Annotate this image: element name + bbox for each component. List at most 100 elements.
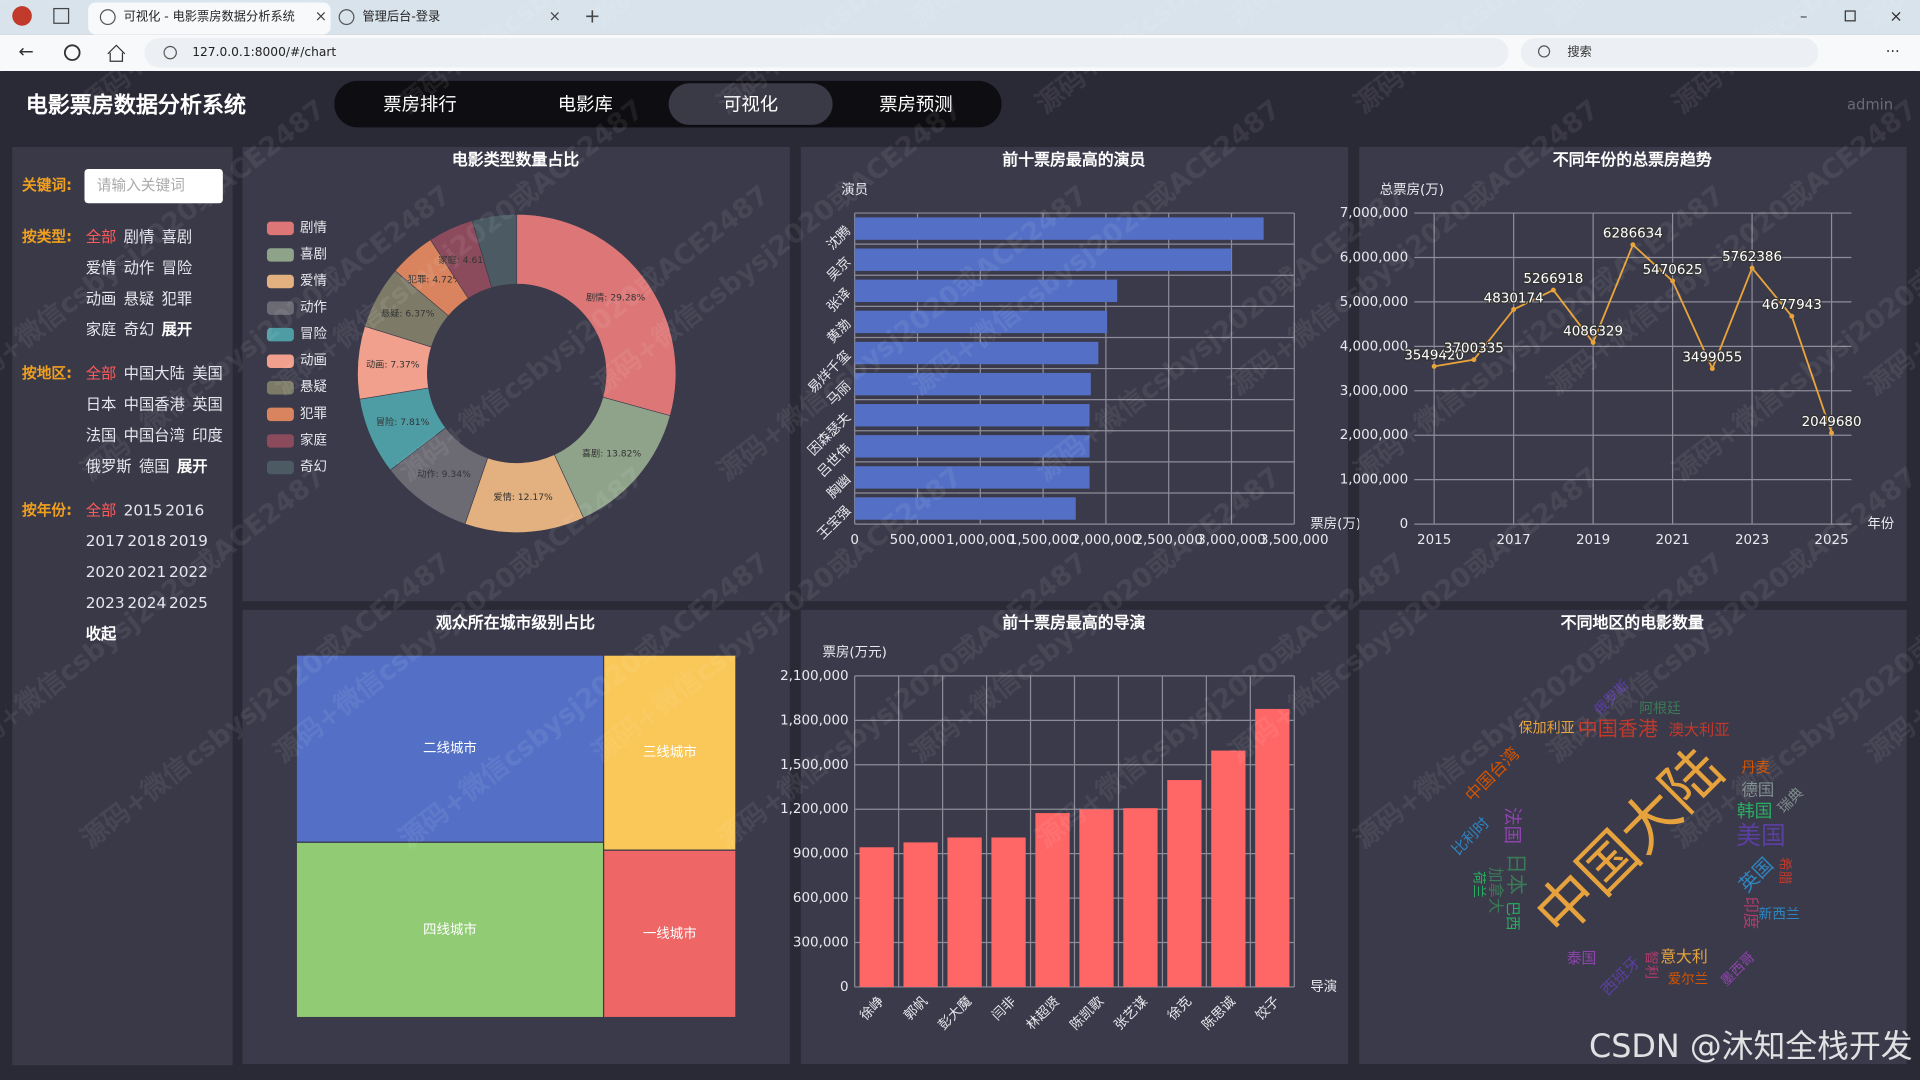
bar	[859, 847, 894, 987]
filter-option[interactable]: 悬疑	[124, 290, 155, 308]
reload[interactable]	[63, 44, 81, 61]
address-bar[interactable]	[144, 37, 1509, 68]
word[interactable]: 韩国	[1737, 801, 1773, 822]
word[interactable]: 希腊	[1777, 857, 1793, 885]
filter-option[interactable]: 动画	[86, 290, 117, 308]
filter-option[interactable]: 奇幻	[124, 321, 155, 339]
keyword-input[interactable]	[84, 168, 223, 204]
filter-toggle[interactable]: 收起	[86, 625, 117, 643]
legend-label[interactable]: 犯罪	[300, 406, 327, 422]
tab-active[interactable]	[88, 2, 331, 35]
filter-option[interactable]: 俄罗斯	[86, 457, 132, 475]
search-box[interactable]	[1520, 37, 1819, 68]
word[interactable]: 日本	[1504, 853, 1528, 895]
legend-label[interactable]: 动画	[300, 353, 327, 369]
nav-item[interactable]: 电影库	[558, 94, 613, 115]
filter-option[interactable]: 犯罪	[162, 290, 193, 308]
nav	[334, 80, 1002, 128]
back[interactable]: ←	[18, 42, 33, 63]
filter-toggle[interactable]: 展开	[177, 457, 208, 475]
legend-label[interactable]: 动作	[300, 299, 327, 315]
filter-option[interactable]: 美国	[192, 365, 223, 383]
word[interactable]: 德国	[1741, 781, 1774, 800]
filter-option[interactable]: 2019	[169, 532, 208, 550]
word[interactable]: 澳大利亚	[1668, 721, 1729, 739]
filter-option[interactable]: 冒险	[162, 259, 193, 277]
menu[interactable]: ···	[1886, 44, 1900, 61]
word[interactable]: 爱尔兰	[1668, 971, 1708, 987]
filter-option[interactable]: 家庭	[86, 321, 117, 339]
workspace-icon[interactable]	[53, 7, 70, 24]
bar	[1167, 780, 1202, 987]
home[interactable]	[107, 44, 126, 62]
filter-option[interactable]: 2024	[127, 594, 166, 612]
filter-option[interactable]: 2020	[86, 563, 125, 581]
filter-toggle[interactable]: 展开	[162, 321, 193, 339]
filter-option[interactable]: 爱情	[86, 259, 117, 277]
filter-option[interactable]: 2017	[86, 532, 125, 550]
filter-option[interactable]: 全部	[86, 501, 117, 519]
filter-option[interactable]: 全部	[86, 365, 117, 383]
legend-label[interactable]: 奇幻	[300, 458, 327, 475]
filter-option[interactable]: 2025	[169, 594, 208, 612]
tab-close[interactable]: ×	[549, 8, 561, 25]
bar	[854, 435, 1090, 458]
word[interactable]: 新西兰	[1758, 907, 1799, 923]
minimize[interactable]: –	[1800, 8, 1807, 25]
filter-option[interactable]: 2018	[127, 532, 166, 550]
new-tab[interactable]: +	[584, 5, 600, 28]
filter-option[interactable]: 中国台湾	[124, 426, 185, 444]
filter-option[interactable]: 2023	[86, 594, 125, 612]
legend-label[interactable]: 家庭	[300, 431, 327, 448]
legend-label[interactable]: 悬疑	[300, 379, 327, 395]
filter-option[interactable]: 2016	[165, 501, 204, 519]
nav-item[interactable]: 票房排行	[383, 94, 456, 115]
word[interactable]: 印度	[1742, 897, 1761, 929]
legend-label[interactable]: 剧情	[300, 220, 327, 236]
nav-item[interactable]: 可视化	[723, 94, 778, 115]
filter-option[interactable]: 德国	[139, 457, 170, 475]
filter-option[interactable]: 剧情	[124, 228, 155, 246]
word[interactable]: 美国	[1736, 821, 1786, 850]
filter-option[interactable]: 喜剧	[162, 228, 193, 246]
tab-close[interactable]: ×	[315, 8, 327, 25]
close[interactable]: ×	[1889, 7, 1902, 26]
tab-icon	[338, 9, 355, 26]
word[interactable]: 荷兰	[1470, 871, 1486, 898]
word[interactable]: 保加利亚	[1518, 721, 1574, 737]
y-axis-name: 票房(万元)	[823, 645, 887, 661]
word[interactable]: 中国香港	[1578, 716, 1658, 740]
nav-item[interactable]: 票房预测	[879, 94, 952, 115]
filter-option[interactable]: 日本	[86, 396, 117, 414]
filter-option[interactable]: 全部	[86, 228, 117, 246]
word[interactable]: 巴西	[1504, 901, 1521, 930]
filter-option[interactable]: 法国	[86, 426, 117, 444]
slice-label: 剧情: 29.28%	[586, 292, 646, 304]
data-label: 4677943	[1762, 298, 1822, 313]
filter-option[interactable]: 2021	[127, 563, 166, 581]
word[interactable]: 法国	[1501, 807, 1522, 844]
word[interactable]: 丹麦	[1741, 760, 1771, 777]
filter-option[interactable]: 2022	[169, 563, 208, 581]
profile-icon[interactable]	[12, 6, 32, 26]
tab-title[interactable]: 管理后台-登录	[362, 9, 440, 24]
point	[1709, 366, 1715, 372]
user[interactable]: admin	[1847, 96, 1893, 113]
filter-option[interactable]: 印度	[192, 426, 223, 444]
filter-option[interactable]: 中国香港	[124, 396, 185, 414]
filter-option[interactable]: 动作	[124, 259, 155, 277]
legend-label[interactable]: 爱情	[300, 273, 327, 289]
legend-label[interactable]: 喜剧	[300, 246, 327, 262]
bar	[1079, 809, 1114, 987]
word[interactable]: 阿根廷	[1639, 701, 1681, 717]
word[interactable]: 智利	[1642, 951, 1659, 979]
filter-option[interactable]: 中国大陆	[124, 365, 185, 383]
word[interactable]: 加拿大	[1486, 867, 1505, 913]
filter-option[interactable]: 2015	[124, 501, 163, 519]
word[interactable]: 泰国	[1567, 949, 1597, 967]
data-label: 4830174	[1484, 291, 1544, 306]
word[interactable]: 意大利	[1660, 947, 1708, 966]
legend-label[interactable]: 冒险	[300, 326, 327, 342]
filter-option[interactable]: 英国	[192, 396, 223, 414]
maximize[interactable]	[1844, 10, 1856, 22]
